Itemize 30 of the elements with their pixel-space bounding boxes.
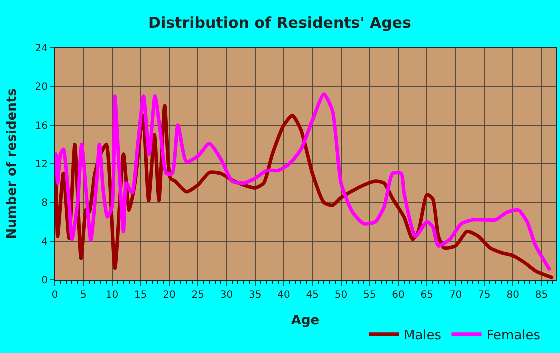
x-tick-label: 0 [52, 290, 58, 301]
chart-title: Distribution of Residents' Ages [148, 14, 412, 32]
x-tick-label: 85 [535, 290, 548, 301]
y-tick-label: 12 [35, 160, 48, 170]
x-tick-label: 10 [106, 290, 119, 301]
x-tick-label: 30 [220, 290, 234, 301]
y-tick-label: 24 [35, 44, 48, 54]
x-tick-label: 80 [506, 290, 520, 301]
x-tick-label: 15 [134, 290, 148, 301]
x-tick-label: 55 [364, 290, 376, 301]
x-tick-label: 70 [449, 290, 462, 301]
y-tick-label: 0 [42, 276, 48, 286]
x-tick-label: 20 [163, 290, 176, 301]
x-tick-label: 25 [192, 290, 205, 301]
x-tick-label: 45 [306, 290, 320, 301]
legend-label: Females [486, 328, 541, 344]
x-tick-label: 40 [278, 290, 290, 301]
legend-label: Males [404, 328, 442, 344]
y-tick-label: 16 [35, 120, 48, 132]
y-tick-label: 8 [42, 198, 48, 210]
y-axis-title: Number of residents [5, 88, 20, 240]
x-tick-label: 65 [420, 290, 434, 301]
x-tick-label: 35 [249, 290, 262, 301]
x-tick-label: 75 [478, 290, 491, 301]
y-tick-label: 4 [42, 236, 48, 248]
x-tick-label: 60 [392, 290, 405, 301]
x-tick-label: 5 [80, 290, 87, 301]
x-axis-title: Age [291, 314, 320, 329]
y-tick-label: 20 [35, 82, 48, 94]
x-tick-label: 50 [334, 290, 348, 301]
